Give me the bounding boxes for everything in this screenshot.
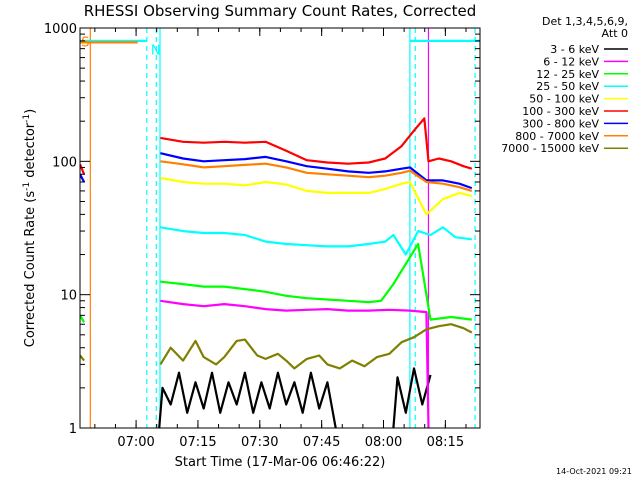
legend-header-1: Det 1,3,4,5,6,9, xyxy=(542,15,628,28)
series-line-5-1 xyxy=(160,117,473,170)
legend-header-2: Att 0 xyxy=(602,27,628,40)
x-tick-label-4: 08:00 xyxy=(365,435,402,450)
legend-label-4: 50 - 100 keV xyxy=(529,93,599,106)
series-line-8-0 xyxy=(80,354,85,362)
x-tick-label-0: 07:00 xyxy=(117,435,154,450)
legend-label-5: 100 - 300 keV xyxy=(522,105,599,118)
series-line-2-0 xyxy=(80,314,86,323)
legend-label-7: 800 - 7000 keV xyxy=(515,130,599,143)
series-line-6-1 xyxy=(160,152,473,190)
annotation-0: S xyxy=(81,35,89,50)
series-line-8-1 xyxy=(159,323,473,370)
series-line-0-0 xyxy=(158,371,337,428)
x-tick-label-3: 07:45 xyxy=(303,435,340,450)
y-axis-label: Corrected Count Rate (s-1 detector-1) xyxy=(22,109,38,347)
series-line-3-1 xyxy=(160,226,472,256)
chart-title: RHESSI Observing Summary Count Rates, Co… xyxy=(84,2,477,20)
x-tick-label-2: 07:30 xyxy=(241,435,278,450)
series-line-1-0 xyxy=(160,299,430,428)
legend-label-1: 6 - 12 keV xyxy=(543,55,599,68)
legend-label-3: 25 - 50 keV xyxy=(536,80,599,93)
series-line-4-0 xyxy=(160,176,473,216)
plot-frame xyxy=(79,27,481,429)
series-line-2-1 xyxy=(160,242,472,321)
legend-label-8: 7000 - 15000 keV xyxy=(501,142,599,155)
series-line-5-0 xyxy=(80,163,86,175)
series-line-0-1 xyxy=(392,367,432,428)
series-line-6-0 xyxy=(80,173,86,183)
y-tick-label-2: 100 xyxy=(52,155,77,170)
series-line-7-1 xyxy=(160,160,473,192)
annotation-1: N xyxy=(151,43,161,58)
timestamp: 14-Oct-2021 09:21 xyxy=(556,467,632,476)
x-axis-label: Start Time (17-Mar-06 06:46:22) xyxy=(175,455,386,470)
x-tick-label-1: 07:15 xyxy=(179,435,216,450)
legend-label-0: 3 - 6 keV xyxy=(550,43,599,56)
x-tick-label-5: 08:15 xyxy=(427,435,464,450)
y-tick-label-0: 1 xyxy=(69,422,77,437)
legend-label-6: 300 - 800 keV xyxy=(522,117,599,130)
y-tick-label-1: 10 xyxy=(60,289,77,304)
y-tick-label-3: 1000 xyxy=(44,22,77,37)
legend-label-2: 12 - 25 keV xyxy=(536,68,599,81)
